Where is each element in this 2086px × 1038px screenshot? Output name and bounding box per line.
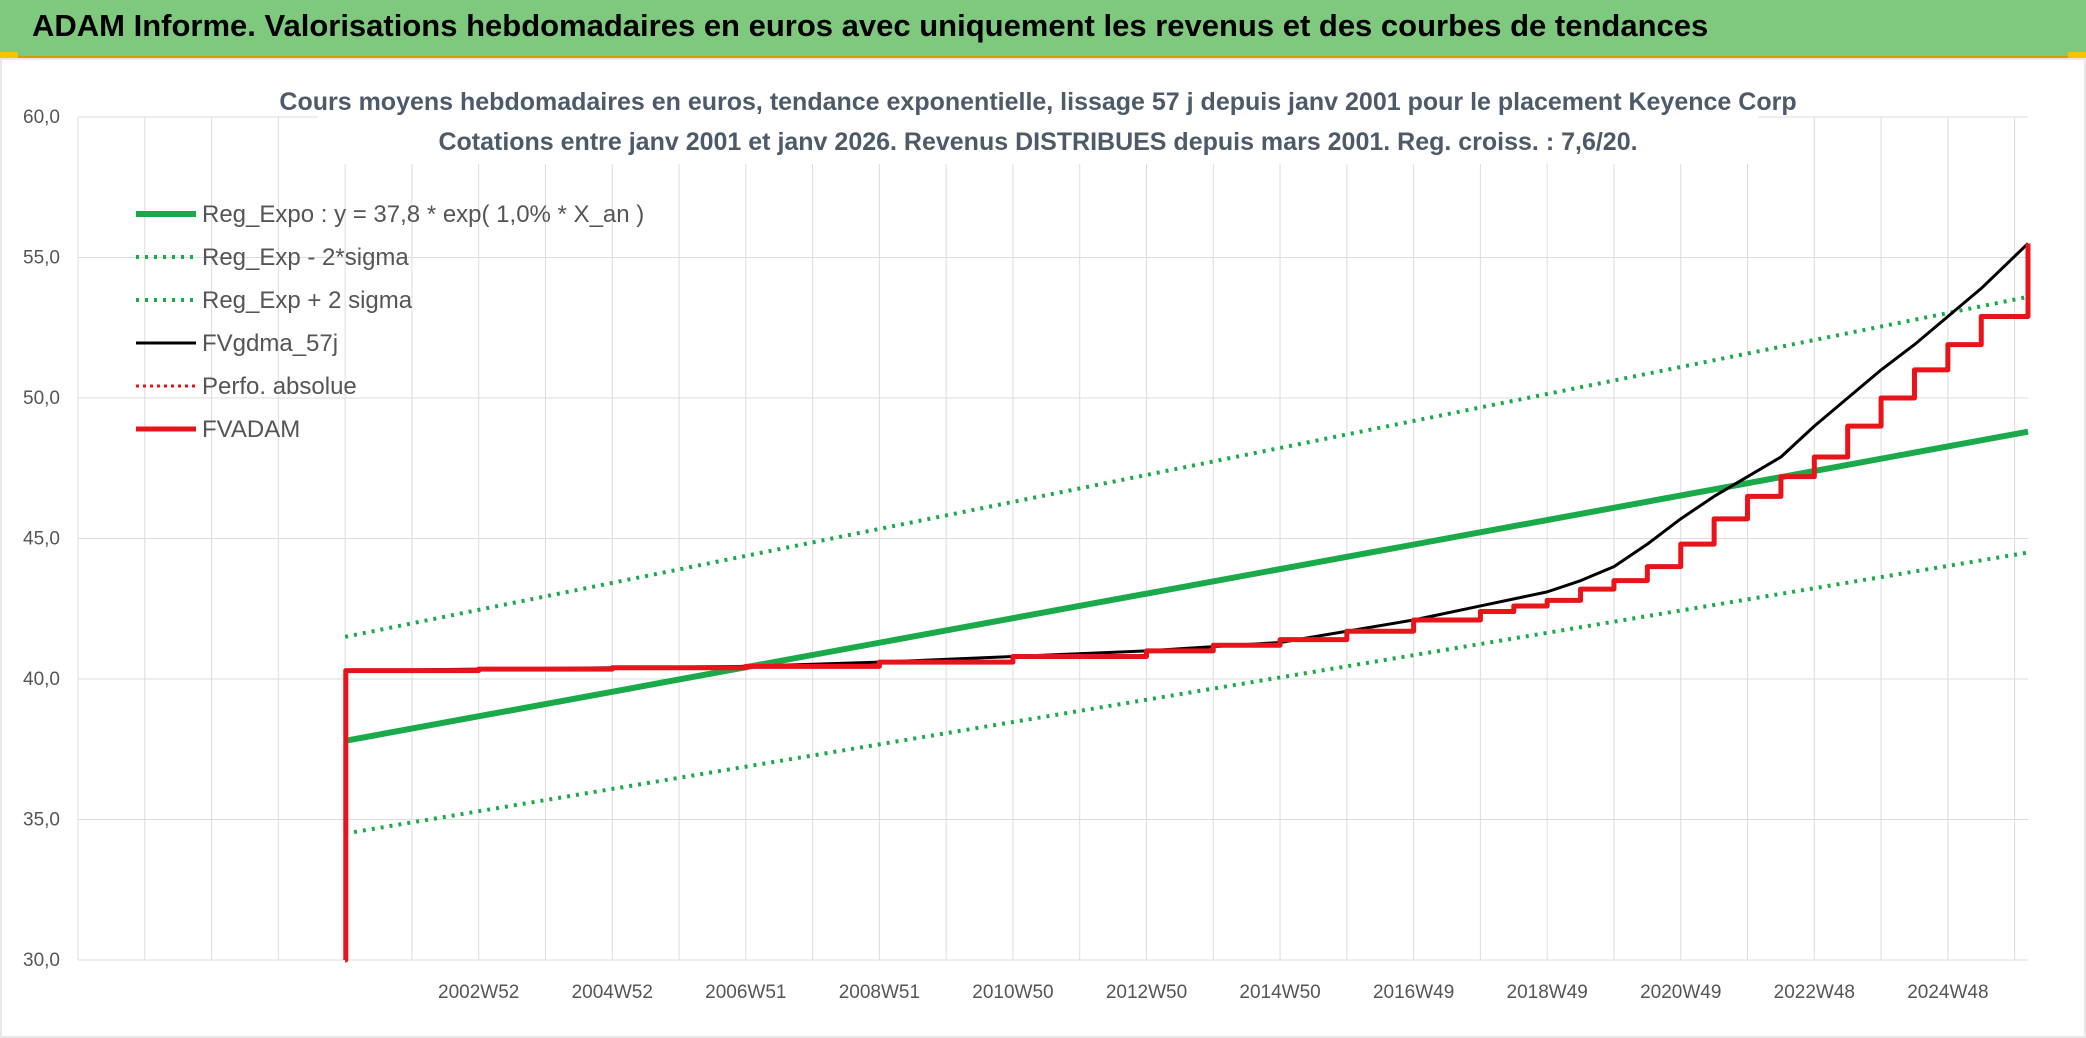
series-line-3 <box>343 242 2030 961</box>
y-tick-label: 60,0 <box>23 107 60 128</box>
series-group <box>343 242 2031 963</box>
series-line-0 <box>344 428 2029 744</box>
report-title: ADAM Informe. Valorisations hebdomadaire… <box>32 8 1709 43</box>
x-tick-label: 2022W48 <box>1774 982 1855 1003</box>
y-tick-label: 35,0 <box>23 810 60 831</box>
legend-label: FVgdma_57j <box>202 330 338 357</box>
x-tick-label: 2010W50 <box>972 982 1053 1003</box>
report-banner: ADAM Informe. Valorisations hebdomadaire… <box>0 0 2086 58</box>
chart-subtitle: Cotations entre janv 2001 et janv 2026. … <box>438 128 1637 156</box>
chart-frame <box>0 58 2086 1038</box>
legend-label: Reg_Exp - 2*sigma <box>202 244 409 271</box>
x-tick-label: 2002W52 <box>438 982 519 1003</box>
x-tick-label: 2006W51 <box>705 982 786 1003</box>
y-tick-label: 45,0 <box>23 529 60 550</box>
x-tick-label: 2024W48 <box>1907 982 1988 1003</box>
y-tick-label: 55,0 <box>23 248 60 269</box>
y-tick-label: 50,0 <box>23 388 60 409</box>
corner-marker-left <box>0 52 18 60</box>
legend-label: FVADAM <box>202 416 300 443</box>
x-tick-label: 2008W51 <box>839 982 920 1003</box>
legend-label: Perfo. absolue <box>202 373 357 400</box>
corner-marker-right <box>2068 52 2086 60</box>
y-tick-label: 30,0 <box>23 950 60 971</box>
legend-label: Reg_Exp + 2 sigma <box>202 287 413 314</box>
chart-title: Cours moyens hebdomadaires en euros, ten… <box>279 88 1796 116</box>
x-tick-label: 2016W49 <box>1373 982 1454 1003</box>
legend-label: Reg_Expo : y = 37,8 * exp( 1,0% * X_an ) <box>202 201 644 228</box>
x-tick-label: 2018W49 <box>1507 982 1588 1003</box>
x-tick-label: 2014W50 <box>1239 982 1320 1003</box>
x-tick-label: 2012W50 <box>1106 982 1187 1003</box>
x-tick-label: 2020W49 <box>1640 982 1721 1003</box>
y-axis: 60,0 55,0 50,0 45,0 40,0 35,0 30,0 <box>23 107 60 971</box>
y-tick-label: 40,0 <box>23 669 60 690</box>
series-line-5 <box>343 243 2031 963</box>
x-axis: 2002W52 2004W52 2006W51 2008W51 2010W50 2012W… <box>438 982 1989 1003</box>
legend: Reg_Expo : y = 37,8 * exp( 1,0% * X_an )… <box>136 201 644 443</box>
title-background <box>318 80 1758 164</box>
x-tick-label: 2004W52 <box>572 982 653 1003</box>
